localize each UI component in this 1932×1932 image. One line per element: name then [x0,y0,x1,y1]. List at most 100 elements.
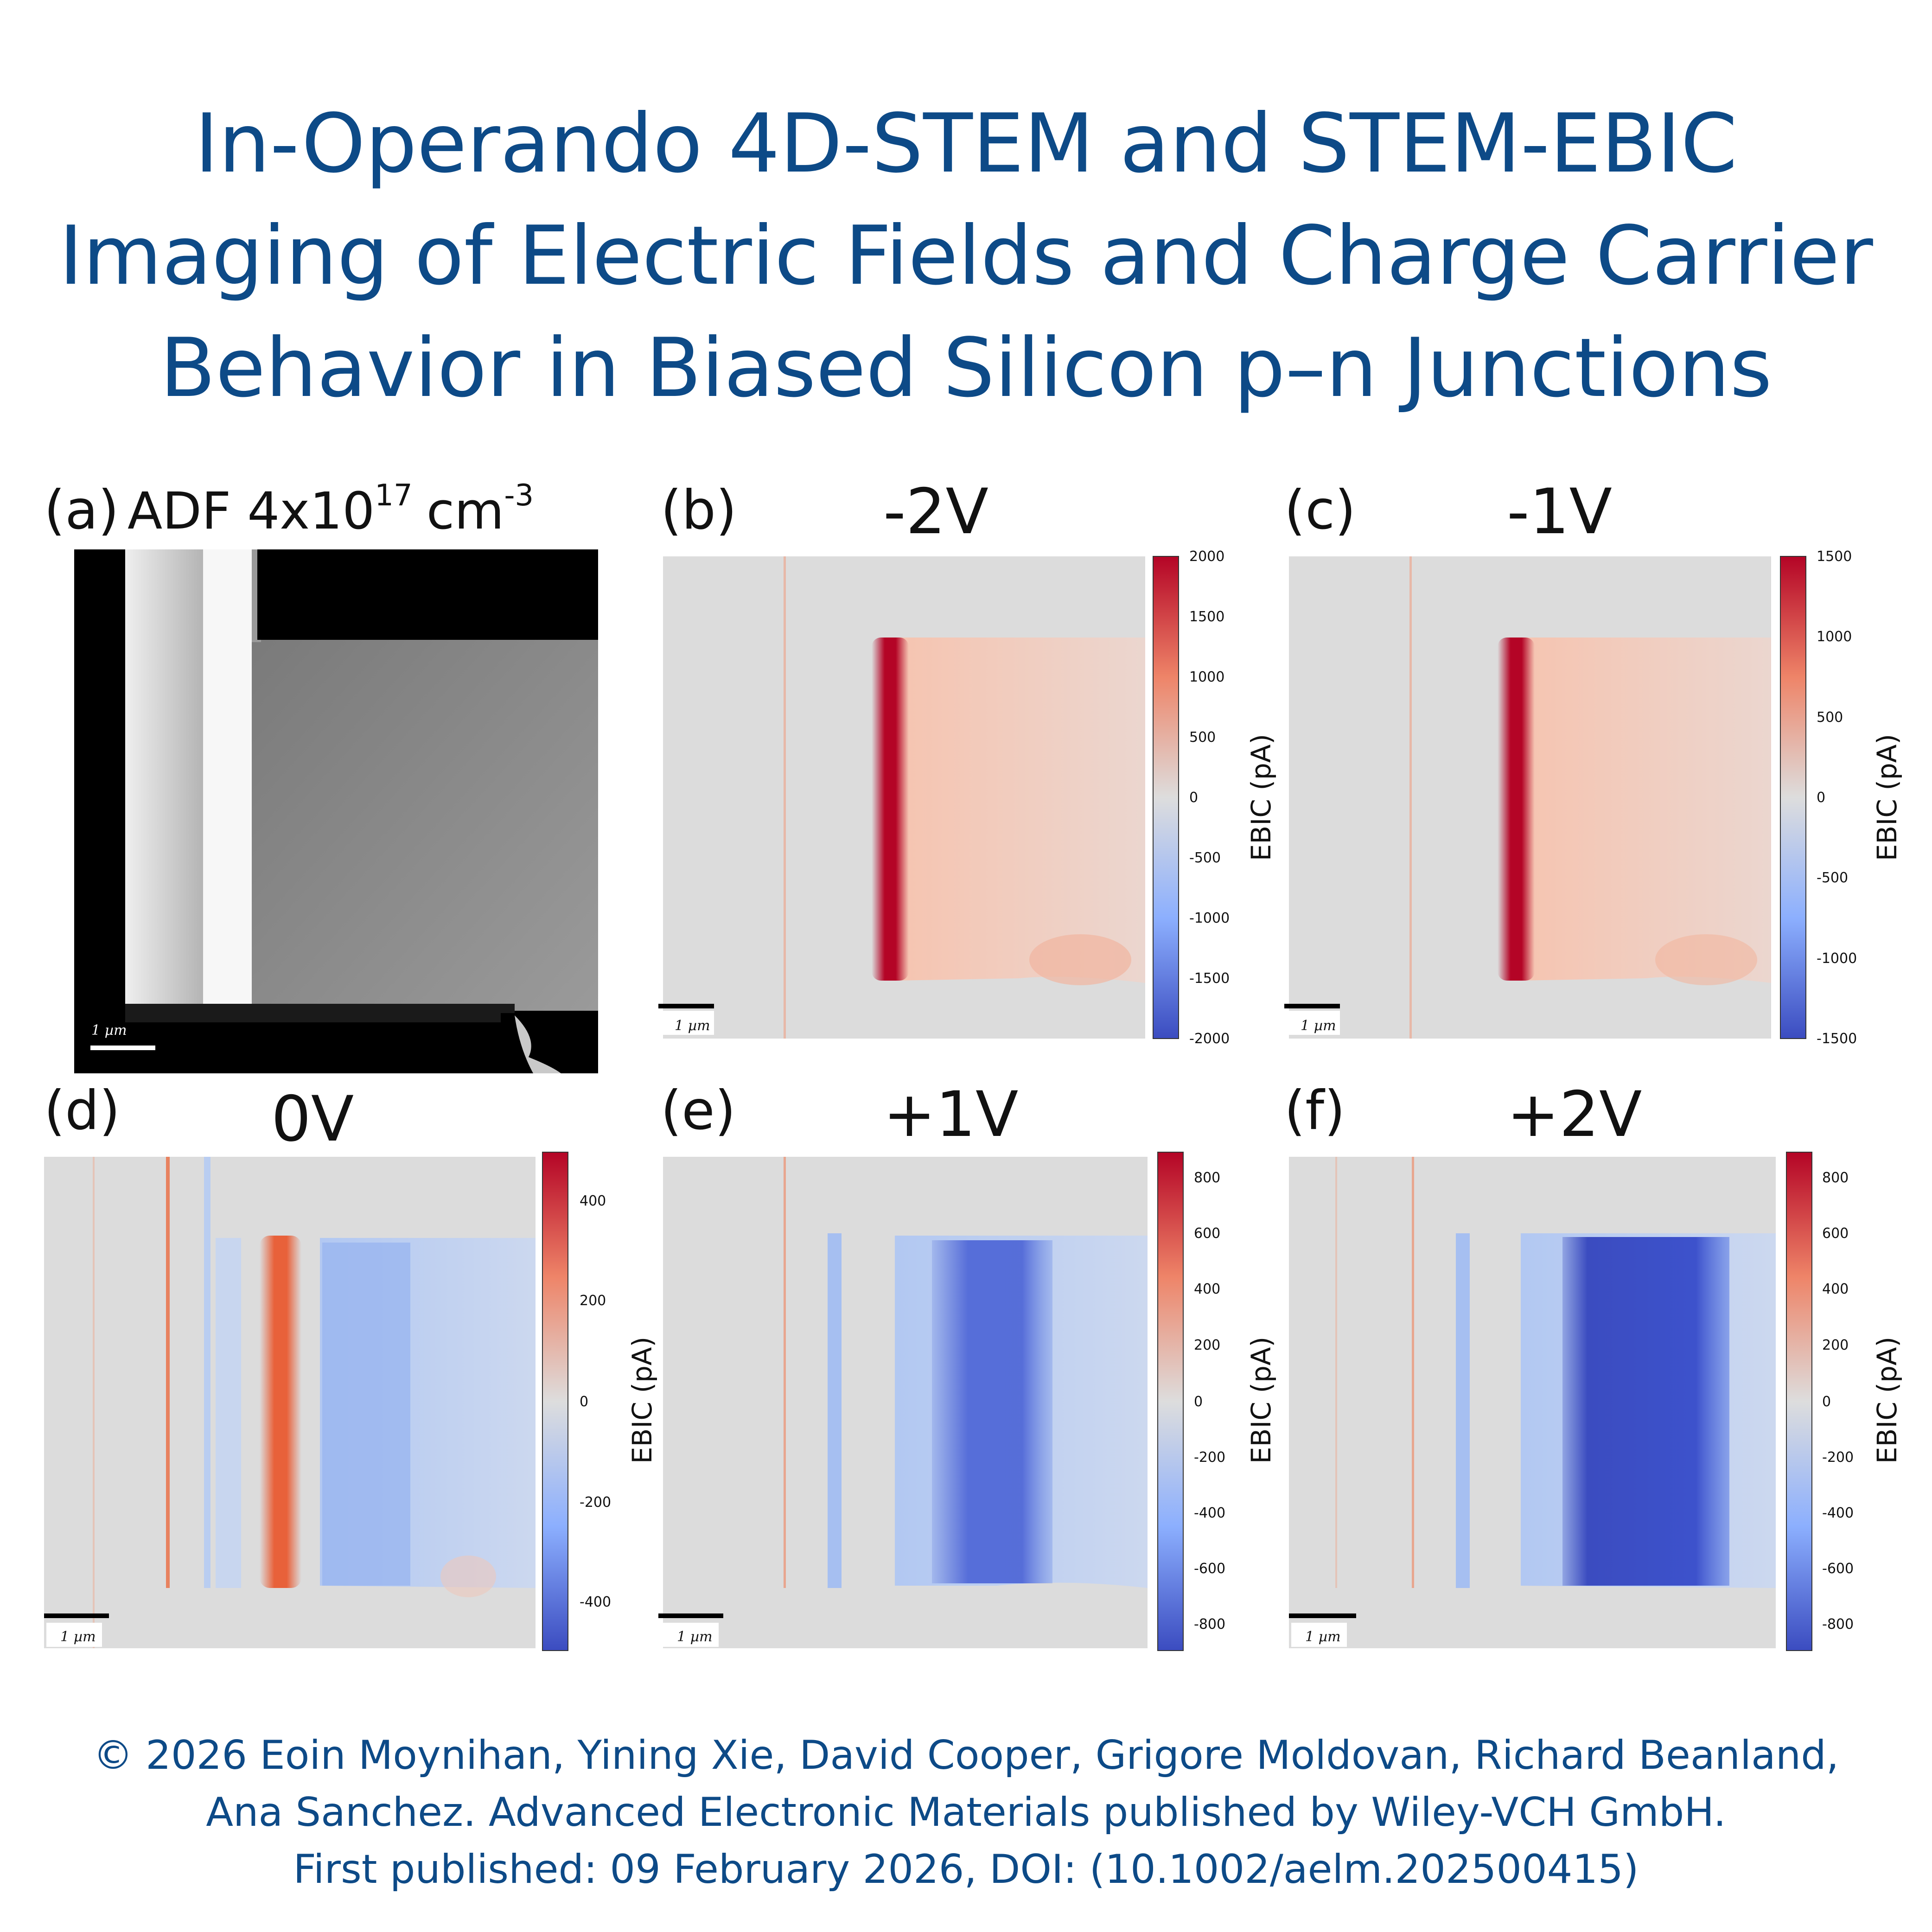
tick: 0 [1822,1394,1831,1410]
tick: 600 [1822,1225,1849,1242]
scale-bar [658,1004,714,1008]
tick: -500 [1189,850,1221,866]
tick: -200 [580,1494,611,1511]
tick: -800 [1194,1616,1225,1632]
tick: 0 [1189,790,1198,806]
panel-a-letter: (a) [44,479,119,542]
ebic-map-d: 1 µm [44,1157,536,1648]
tick: -400 [1822,1505,1854,1521]
ebic-map-c: 1 µm [1284,556,1771,1039]
tick: 0 [1817,790,1825,806]
citation-footer: © 2026 Eoin Moynihan, Yining Xie, David … [0,1727,1932,1898]
title-line: Behavior in Biased Silicon p–n Junctions [159,321,1773,415]
tick: -1500 [1189,970,1230,987]
colorbar-label-d: EBIC (pA) [626,1337,658,1464]
tick: -800 [1822,1616,1854,1632]
colorbar-ticks-b: 2000 1500 1000 500 0 -500 -1000 -1500 -2… [1189,548,1230,1047]
tick: -200 [1194,1449,1225,1466]
colorbar-label-f: EBIC (pA) [1871,1337,1903,1464]
tick: -1500 [1817,1031,1857,1047]
ebic-map-f: 1 µm [1289,1157,1776,1648]
panel-a-exponent: 17 [375,478,412,513]
panel-c: (c) -1V 1 µm 1500 1000 500 0 -500 -1000 … [1284,475,1903,1047]
scale-bar-label: 1 µm [60,1629,96,1645]
scale-bar-label: 1 µm [677,1629,713,1645]
colorbar-b [1153,556,1179,1039]
ebic-map-e: 1 µm [658,1157,1148,1648]
panel-e: (e) +1V 1 µm 800 600 400 200 0 -200 -400… [658,1078,1277,1651]
colorbar-ticks-d: 400 200 0 -200 -400 [580,1193,611,1610]
panel-d: (d) 0V 1 µm 400 200 0 -200 -400 EBIC (pA… [44,1079,658,1651]
scale-bar [1284,1004,1340,1008]
citation-line: © 2026 Eoin Moynihan, Yining Xie, David … [93,1732,1839,1779]
scale-bar [44,1613,109,1618]
scale-bar-label: 1 µm [1301,1018,1336,1034]
tick: 1500 [1189,609,1224,625]
tick: 200 [580,1293,606,1309]
tick: -200 [1822,1449,1854,1466]
colorbar-ticks-c: 1500 1000 500 0 -500 -1000 -1500 [1817,548,1857,1047]
panel-e-letter: (e) [661,1079,736,1142]
tick: 800 [1822,1170,1849,1186]
tick: 0 [580,1394,588,1410]
tick: 1000 [1817,629,1852,645]
tick: 1000 [1189,669,1224,685]
panel-f-letter: (f) [1284,1079,1345,1142]
title-line: Imaging of Electric Fields and Charge Ca… [59,209,1873,303]
panel-a-label-main: ADF 4x10 [128,481,375,541]
adf-image: 1 µm [74,549,598,1073]
panel-f: (f) +2V 1 µm 800 600 400 200 0 -200 -400… [1284,1078,1903,1651]
colorbar-e [1157,1152,1184,1651]
citation-line: Ana Sanchez. Advanced Electronic Materia… [206,1789,1726,1836]
tick: 200 [1822,1337,1849,1353]
tick: 500 [1817,709,1843,726]
tick: 200 [1194,1337,1220,1353]
title-line: In-Operando 4D-STEM and STEM-EBIC [194,97,1738,191]
colorbar-label-c: EBIC (pA) [1871,734,1903,861]
tick: 0 [1194,1394,1203,1410]
tick: 400 [580,1193,606,1209]
panel-a: (a) ADF 4x1017 cm-3 1 µm [44,478,598,1073]
tick: -600 [1194,1561,1225,1577]
tick: 400 [1194,1281,1220,1297]
panel-a-unit-exponent: -3 [504,478,534,513]
scale-bar [90,1046,155,1050]
tick: 400 [1822,1281,1849,1297]
scale-bar-label: 1 µm [675,1018,710,1034]
tick: 500 [1189,729,1216,746]
colorbar-label-e: EBIC (pA) [1245,1337,1277,1464]
scale-bar [1289,1613,1356,1618]
scale-bar-label: 1 µm [91,1022,127,1039]
panel-c-letter: (c) [1284,479,1356,542]
tick: -1000 [1189,910,1230,926]
scale-bar [658,1613,723,1618]
panel-d-letter: (d) [44,1079,120,1142]
panel-d-voltage: 0V [271,1083,354,1155]
tick: -500 [1817,870,1848,886]
panel-a-label: ADF 4x1017 cm-3 [128,478,534,541]
tick: -2000 [1189,1031,1230,1047]
colorbar-d [542,1152,568,1651]
panel-e-voltage: +1V [883,1078,1018,1151]
ebic-map-b: 1 µm [658,556,1145,1039]
colorbar-label-b: EBIC (pA) [1245,734,1277,861]
colorbar-ticks-f: 800 600 400 200 0 -200 -400 -600 -800 [1822,1170,1854,1632]
poster-title: In-Operando 4D-STEM and STEM-EBIC Imagin… [0,88,1932,425]
citation-line: First published: 09 February 2026, DOI: … [293,1846,1639,1893]
tick: 600 [1194,1225,1220,1242]
scale-bar-label: 1 µm [1305,1629,1341,1645]
panel-b-letter: (b) [661,479,737,542]
tick: 2000 [1189,548,1224,565]
panel-b-voltage: -2V [883,475,988,548]
colorbar-f [1786,1152,1812,1651]
panel-f-voltage: +2V [1507,1078,1642,1151]
tick: -1000 [1817,950,1857,967]
colorbar-c [1780,556,1806,1039]
panel-a-unit: cm [427,481,504,541]
tick: -400 [1194,1505,1225,1521]
colorbar-ticks-e: 800 600 400 200 0 -200 -400 -600 -800 [1194,1170,1225,1632]
panel-b: (b) -2V 1 µm 2000 1500 1000 500 0 -500 -… [658,475,1277,1047]
tick: 1500 [1817,548,1852,565]
tick: -400 [580,1594,611,1610]
